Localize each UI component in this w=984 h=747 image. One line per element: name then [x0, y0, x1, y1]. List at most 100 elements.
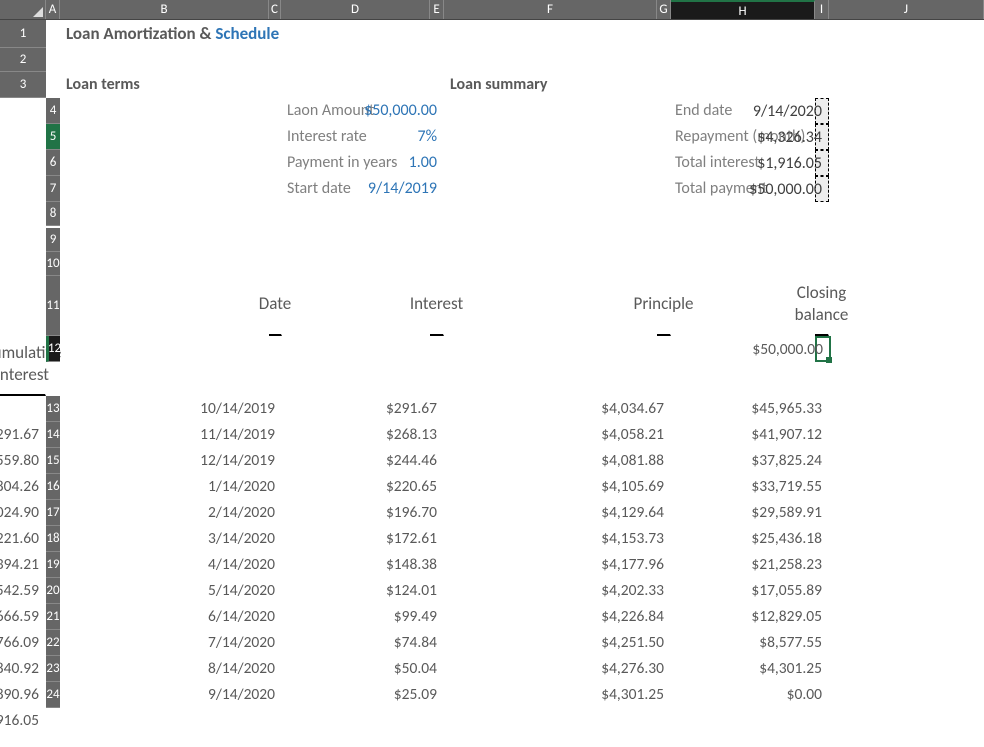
cell[interactable]	[829, 500, 984, 526]
cell[interactable]	[60, 202, 269, 226]
th-closing[interactable]: Closingbalance	[815, 276, 829, 336]
cell[interactable]	[829, 276, 984, 336]
row-header-22[interactable]: 22	[46, 630, 60, 656]
cell-closing[interactable]: $25,436.18	[815, 526, 829, 552]
cell[interactable]	[444, 98, 657, 124]
cell-closing[interactable]: $41,907.12	[815, 422, 829, 448]
cell[interactable]	[829, 48, 984, 72]
cell[interactable]	[444, 336, 657, 362]
spreadsheet-grid[interactable]: 1Loan Amortization & Schedule23Loan term…	[0, 20, 984, 734]
cell-cum[interactable]: $559.80	[0, 448, 46, 474]
cell[interactable]	[815, 252, 829, 276]
cell[interactable]	[60, 336, 269, 362]
cell-interest[interactable]: $268.13	[430, 422, 444, 448]
cell-closing[interactable]: $8,577.55	[815, 630, 829, 656]
col-header-I[interactable]: I	[815, 0, 829, 19]
row-header-20[interactable]: 20	[46, 578, 60, 604]
cell-principle[interactable]: $4,081.88	[657, 448, 671, 474]
cell-closing[interactable]: $12,829.05	[815, 604, 829, 630]
cell-cum[interactable]: $1,221.60	[0, 526, 46, 552]
col-header-B[interactable]: B	[60, 0, 269, 19]
row-header-6[interactable]: 6	[46, 150, 60, 176]
cell[interactable]	[46, 48, 60, 72]
col-header-E[interactable]: E	[430, 0, 444, 19]
cell[interactable]	[281, 48, 430, 72]
cell-interest[interactable]: $220.65	[430, 474, 444, 500]
cell[interactable]	[671, 48, 815, 72]
cell-cum[interactable]: $1,840.92	[0, 656, 46, 682]
row-header-9[interactable]: 9	[46, 228, 60, 252]
cell[interactable]	[0, 98, 46, 124]
cell[interactable]	[444, 124, 657, 150]
cell[interactable]	[430, 202, 444, 226]
cell[interactable]	[60, 228, 269, 252]
cell[interactable]	[281, 276, 430, 336]
cell[interactable]	[829, 98, 984, 124]
row-header-13[interactable]: 13	[46, 396, 60, 422]
col-header-A[interactable]: A	[46, 0, 60, 19]
cell-interest[interactable]: $74.84	[430, 630, 444, 656]
cell-closing[interactable]: $29,589.91	[815, 500, 829, 526]
cell[interactable]	[444, 252, 657, 276]
row-header-16[interactable]: 16	[46, 474, 60, 500]
row-header-11[interactable]: 11	[46, 276, 60, 336]
cell[interactable]	[430, 72, 444, 98]
cell[interactable]	[281, 202, 430, 226]
cell[interactable]	[815, 228, 829, 252]
cell[interactable]	[444, 202, 657, 226]
cell[interactable]	[829, 150, 984, 176]
cell[interactable]	[657, 252, 671, 276]
cell-interest[interactable]: $124.01	[430, 578, 444, 604]
col-header-C[interactable]: C	[269, 0, 281, 19]
cell-cum[interactable]: $1,542.59	[0, 578, 46, 604]
cell[interactable]	[657, 336, 671, 362]
cell[interactable]	[430, 228, 444, 252]
cell[interactable]	[829, 252, 984, 276]
col-header-G[interactable]: G	[657, 0, 671, 19]
cell-cum[interactable]: $1,766.09	[0, 630, 46, 656]
cell[interactable]	[430, 336, 444, 362]
cell[interactable]	[829, 474, 984, 500]
cell-principle[interactable]: $4,301.25	[657, 682, 671, 708]
cell-interest[interactable]: $148.38	[430, 552, 444, 578]
th-interest[interactable]: Interest	[430, 276, 444, 336]
cell-interest[interactable]: $172.61	[430, 526, 444, 552]
cell-cum[interactable]: $291.67	[0, 422, 46, 448]
cell-closing[interactable]: $17,055.89	[815, 578, 829, 604]
row-header-23[interactable]: 23	[46, 656, 60, 682]
cell[interactable]	[281, 336, 430, 362]
cell-closing[interactable]: $33,719.55	[815, 474, 829, 500]
row-header-14[interactable]: 14	[46, 422, 60, 448]
cell[interactable]	[829, 448, 984, 474]
cell-principle[interactable]: $4,153.73	[657, 526, 671, 552]
cell[interactable]	[60, 150, 269, 176]
cell-closing[interactable]: $4,301.25	[815, 656, 829, 682]
term-value[interactable]: 9/14/2019	[430, 176, 444, 202]
th-principle[interactable]: Principle	[657, 276, 671, 336]
cell[interactable]	[829, 552, 984, 578]
row-header-3[interactable]: 3	[0, 72, 46, 98]
cell-interest[interactable]: $25.09	[430, 682, 444, 708]
cell-principle[interactable]: $4,202.33	[657, 578, 671, 604]
cell[interactable]	[60, 124, 269, 150]
cell-cum[interactable]: $1,666.59	[0, 604, 46, 630]
cell[interactable]	[0, 124, 46, 150]
cell[interactable]	[815, 202, 829, 226]
cell[interactable]	[829, 422, 984, 448]
summary-value[interactable]: 9/14/2020	[815, 98, 829, 124]
cell[interactable]	[60, 98, 269, 124]
row-header-2[interactable]: 2	[0, 48, 46, 72]
cell[interactable]	[829, 202, 984, 226]
cell[interactable]	[0, 176, 46, 202]
row-header-7[interactable]: 7	[46, 176, 60, 202]
cell-cum[interactable]: $1,024.90	[0, 500, 46, 526]
cell-closing[interactable]: $21,258.23	[815, 552, 829, 578]
cell[interactable]	[829, 228, 984, 252]
cell[interactable]	[671, 202, 815, 226]
cell[interactable]	[444, 276, 657, 336]
cell[interactable]	[281, 228, 430, 252]
row-header-8[interactable]: 8	[46, 202, 60, 226]
cell-closing[interactable]: $37,825.24	[815, 448, 829, 474]
row-header-21[interactable]: 21	[46, 604, 60, 630]
cell-interest[interactable]: $196.70	[430, 500, 444, 526]
